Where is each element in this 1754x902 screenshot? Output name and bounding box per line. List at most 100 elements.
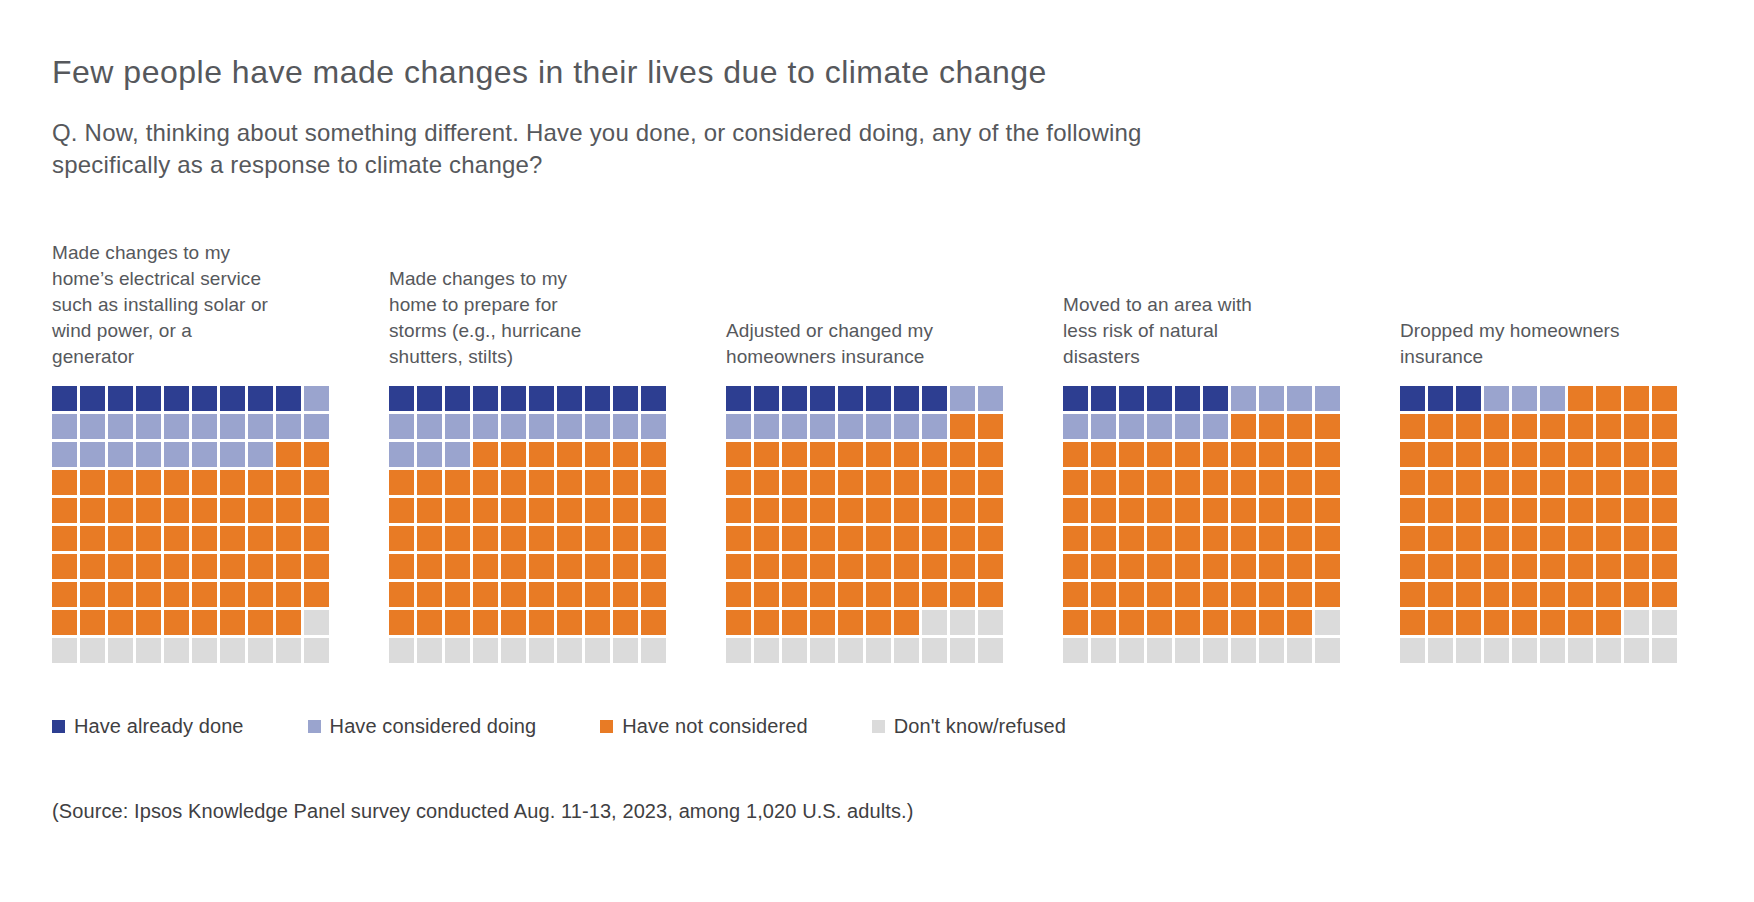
waffle-cell [445,554,470,579]
waffle-cell [1175,414,1200,439]
waffle-cell [1568,442,1593,467]
waffle-cell [276,638,301,663]
waffle-cell [1400,526,1425,551]
waffle-cell [304,442,329,467]
waffle-grid-5 [1400,386,1677,663]
waffle-cell [1203,442,1228,467]
waffle-cell [304,582,329,607]
waffle-cell [922,582,947,607]
waffle-cell [501,554,526,579]
waffle-cell [1512,498,1537,523]
waffle-cell [164,554,189,579]
waffle-column-3: Adjusted or changed my homeowners insura… [726,238,1003,663]
waffle-cell [136,526,161,551]
waffle-cell [1287,638,1312,663]
waffle-cell [248,554,273,579]
waffle-cell [1063,498,1088,523]
waffle-cell [585,386,610,411]
waffle-cell [1596,442,1621,467]
waffle-cell [1428,526,1453,551]
waffle-cell [754,610,779,635]
waffle-cell [1147,582,1172,607]
waffle-cell [1400,610,1425,635]
waffle-cell [1231,442,1256,467]
waffle-cell [80,638,105,663]
waffle-cell [950,526,975,551]
waffle-cell [80,498,105,523]
legend-item-have-not-considered: Have not considered [600,715,807,738]
waffle-cell [1231,582,1256,607]
waffle-cell [1596,610,1621,635]
waffle-column-2: Made changes to my home to prepare for s… [389,238,666,663]
waffle-cell [782,526,807,551]
waffle-cell [950,470,975,495]
waffle-cell [192,470,217,495]
waffle-cell [473,582,498,607]
waffle-cell [978,442,1003,467]
waffle-cell [220,582,245,607]
legend-swatch-have-already-done [52,720,65,733]
waffle-cell [1287,554,1312,579]
waffle-cell [80,442,105,467]
waffle-cell [304,470,329,495]
waffle-cell [978,498,1003,523]
waffle-cell [1428,386,1453,411]
waffle-cell [585,526,610,551]
waffle-cell [164,610,189,635]
waffle-cell [1063,442,1088,467]
waffle-cell [389,386,414,411]
waffle-cell [557,414,582,439]
waffle-cell [473,610,498,635]
waffle-cell [248,610,273,635]
waffle-cell [1231,470,1256,495]
waffle-cell [220,414,245,439]
waffle-column-1: Made changes to my home’s electrical ser… [52,238,329,663]
waffle-cell [950,554,975,579]
waffle-cell [473,498,498,523]
waffle-cell [1119,526,1144,551]
waffle-cell [417,582,442,607]
waffle-cell [529,582,554,607]
waffle-cell [192,526,217,551]
waffle-cell [276,610,301,635]
waffle-cell [782,470,807,495]
waffle-cell [108,638,133,663]
waffle-cell [1231,610,1256,635]
waffle-cell [501,498,526,523]
waffle-cell [1063,610,1088,635]
waffle-cell [1203,526,1228,551]
waffle-cell [1596,414,1621,439]
question-label-wrap: Made changes to my home to prepare for s… [389,238,666,386]
waffle-cell [922,386,947,411]
waffle-cell [894,554,919,579]
waffle-cell [1119,498,1144,523]
waffle-cell [585,582,610,607]
waffle-cell [1484,554,1509,579]
waffle-cell [1203,386,1228,411]
waffle-cell [164,582,189,607]
waffle-cell [389,414,414,439]
waffle-cell [1287,470,1312,495]
waffle-cell [1456,526,1481,551]
waffle-cell [1147,442,1172,467]
waffle-cell [1484,442,1509,467]
waffle-cell [1119,414,1144,439]
waffle-cell [1091,526,1116,551]
waffle-cell [978,582,1003,607]
waffle-cell [894,610,919,635]
waffle-cell [529,554,554,579]
waffle-cell [1484,386,1509,411]
waffle-cell [136,442,161,467]
waffle-cell [1596,470,1621,495]
waffle-cell [1259,498,1284,523]
waffle-cell [1231,554,1256,579]
legend-label: Have already done [74,715,244,738]
waffle-cell [52,610,77,635]
waffle-cell [1063,554,1088,579]
waffle-cell [1063,638,1088,663]
waffle-cell [1147,638,1172,663]
waffle-cell [1484,610,1509,635]
waffle-cell [220,526,245,551]
waffle-cell [613,582,638,607]
waffle-cell [866,442,891,467]
